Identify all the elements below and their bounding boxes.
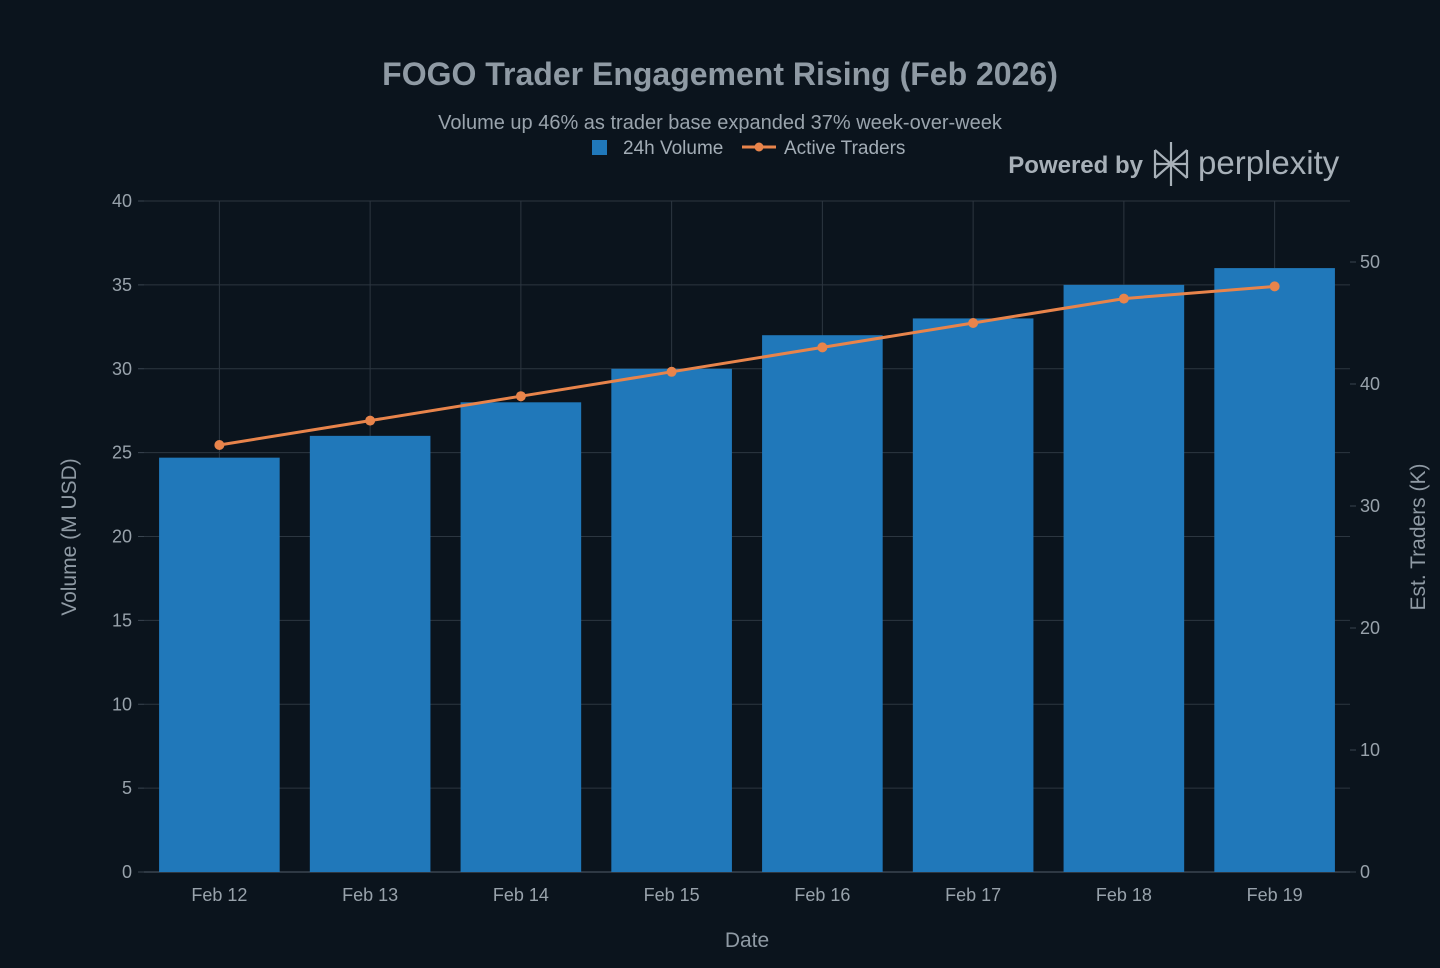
y2-tick-label: 50	[1360, 252, 1380, 272]
legend-item-traders[interactable]: Active Traders	[742, 138, 905, 159]
point-traders-feb-19[interactable]	[1269, 281, 1280, 292]
point-traders-feb-16[interactable]	[817, 342, 828, 353]
branding: Powered by perplexity	[1008, 142, 1340, 186]
bar-volume-feb-19[interactable]	[1214, 268, 1335, 873]
legend: 24h Volume Active Traders	[592, 138, 905, 159]
traders-line	[219, 284, 1275, 447]
bar-volume-feb-12[interactable]	[159, 457, 280, 872]
legend-swatch-traders-dot	[754, 142, 764, 152]
chart-subtitle: Volume up 46% as trader base expanded 37…	[438, 112, 1003, 134]
y-axis-title: Volume (M USD)	[58, 458, 81, 616]
point-traders-feb-14[interactable]	[515, 391, 526, 402]
y-tick-label: 15	[112, 610, 132, 630]
y2-tick-label: 40	[1360, 374, 1380, 394]
point-traders-feb-15[interactable]	[666, 366, 677, 377]
y2-axis-title: Est. Traders (K)	[1407, 463, 1430, 610]
x-tick-label: Feb 16	[794, 885, 850, 905]
point-traders-feb-17[interactable]	[968, 318, 979, 328]
x-tick-label: Feb 12	[191, 885, 247, 905]
x-axis-title: Date	[725, 929, 769, 952]
bar-volume-feb-18[interactable]	[1063, 284, 1185, 872]
y-tick-label: 40	[112, 191, 132, 211]
bar-volume-feb-16[interactable]	[762, 335, 883, 872]
x-tick-label: Feb 18	[1096, 885, 1152, 905]
y2-tick-label: 30	[1360, 496, 1380, 516]
y-tick-label: 25	[112, 443, 132, 463]
x-tick-label: Feb 14	[493, 885, 549, 905]
y-tick-label: 30	[112, 359, 132, 379]
point-traders-feb-12[interactable]	[214, 440, 225, 450]
x-tick-label: Feb 17	[945, 885, 1001, 905]
powered-by-text: Powered by	[1008, 152, 1143, 179]
traders-line-layer	[219, 284, 1275, 447]
legend-label-volume: 24h Volume	[623, 138, 723, 159]
volume-bars	[159, 268, 1335, 873]
legend-label-traders: Active Traders	[784, 138, 905, 159]
y2-tick-label: 10	[1360, 740, 1380, 760]
y-tick-label: 10	[112, 694, 132, 714]
right-axis-ticks: 0 10 20 30 40 50	[1350, 252, 1380, 882]
x-tick-label: Feb 15	[644, 885, 700, 905]
legend-item-volume[interactable]: 24h Volume	[592, 138, 723, 159]
left-axis-ticks: 0 5 10 15 20 25 30 35 40	[112, 191, 144, 882]
y-tick-label: 20	[112, 527, 132, 547]
legend-swatch-volume	[592, 140, 607, 155]
y-tick-label: 5	[122, 778, 132, 798]
x-tick-label: Feb 19	[1247, 885, 1303, 905]
y-tick-label: 0	[122, 862, 132, 882]
bar-volume-feb-17[interactable]	[912, 318, 1034, 872]
y2-tick-label: 20	[1360, 618, 1380, 638]
y-tick-label: 35	[112, 275, 132, 295]
perplexity-wordmark: perplexity	[1198, 144, 1340, 181]
point-traders-feb-18[interactable]	[1118, 293, 1129, 304]
point-traders-feb-13[interactable]	[365, 415, 376, 426]
perplexity-logo-icon	[1153, 142, 1189, 186]
x-tick-label: Feb 13	[342, 885, 398, 905]
bar-volume-feb-15[interactable]	[611, 368, 732, 872]
bar-volume-feb-13[interactable]	[309, 435, 431, 872]
traders-points	[214, 281, 1280, 450]
x-axis-ticks: Feb 12 Feb 13 Feb 14 Feb 15 Feb 16 Feb 17 Feb …	[191, 885, 1302, 905]
y2-tick-label: 0	[1360, 862, 1370, 882]
bar-volume-feb-14[interactable]	[460, 402, 582, 872]
chart-title: FOGO Trader Engagement Rising (Feb 2026)	[382, 56, 1058, 92]
